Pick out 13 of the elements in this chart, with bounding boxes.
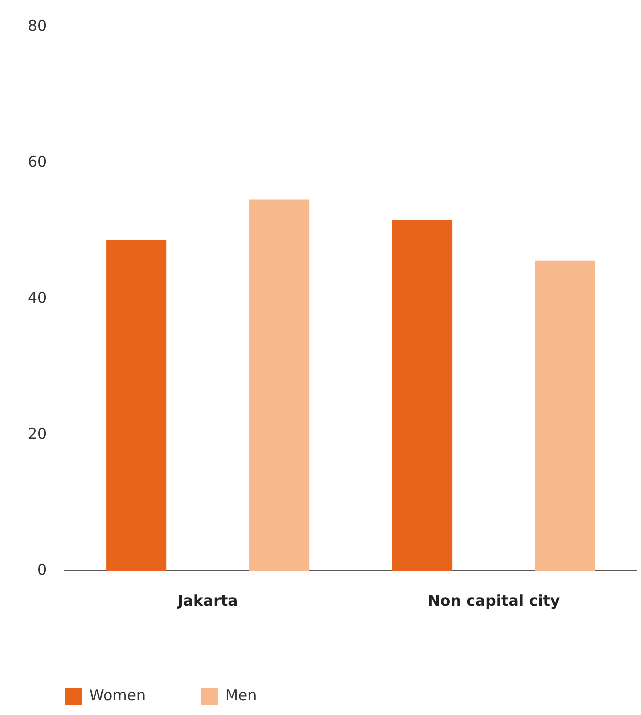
bar	[392, 220, 453, 571]
y-tick-label: 40	[28, 288, 48, 307]
x-tick-label: Non capital city	[428, 592, 560, 610]
legend-label: Women	[90, 686, 146, 704]
x-tick-label: Jakarta	[176, 592, 238, 610]
bar	[106, 240, 167, 571]
bar	[535, 260, 596, 571]
y-tick-label: 60	[28, 152, 48, 171]
bar	[250, 200, 310, 571]
y-tick-label: 20	[28, 424, 48, 443]
y-tick-label: 80	[28, 16, 48, 35]
y-tick-label: 0	[38, 560, 48, 579]
legend-label: Men	[225, 686, 258, 704]
